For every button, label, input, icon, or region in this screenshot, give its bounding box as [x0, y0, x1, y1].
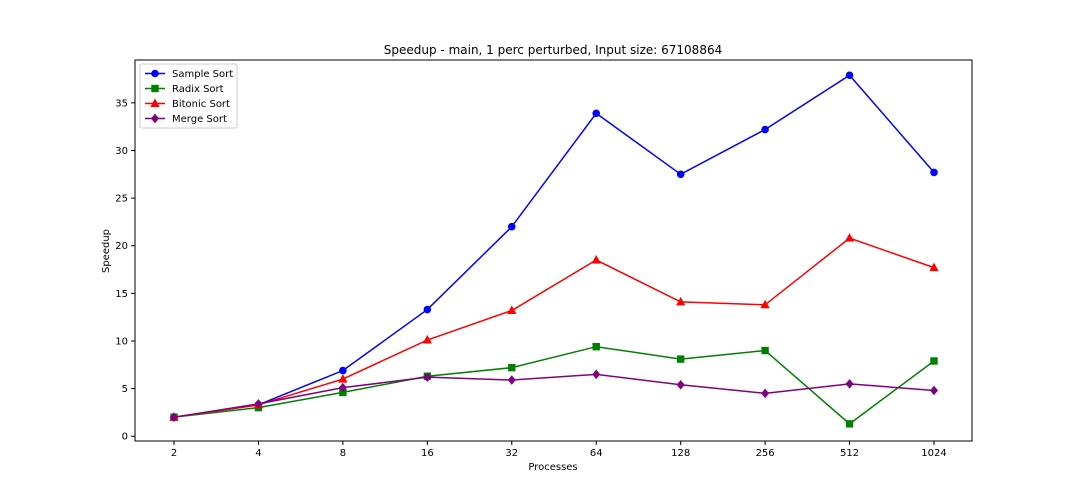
- data-point-merge-sort: [169, 412, 179, 422]
- data-point-bitonic-sort: [760, 299, 770, 309]
- x-tick-label-2: 2: [171, 448, 177, 459]
- data-point-bitonic-sort: [422, 334, 432, 344]
- y-tick-label-5: 5: [122, 384, 128, 395]
- data-point-merge-sort: [338, 382, 347, 393]
- x-tick-label-16: 16: [421, 448, 434, 459]
- data-point-radix-sort: [930, 357, 938, 365]
- legend-label: Bitonic Sort: [172, 99, 230, 110]
- data-point-merge-sort: [761, 388, 770, 399]
- y-tick-label-25: 25: [115, 194, 128, 205]
- legend-label: Merge Sort: [172, 114, 227, 125]
- x-tick-label-1024: 1024: [921, 448, 946, 459]
- series-line-radix-sort: [173, 345, 935, 425]
- legend-label: Sample Sort: [172, 69, 233, 80]
- y-tick-label-0: 0: [122, 432, 128, 443]
- data-point-bitonic-sort: [929, 262, 939, 272]
- legend-item-bitonic-sort: Bitonic Sort: [145, 98, 230, 110]
- series-line-merge-sort: [173, 373, 935, 418]
- data-point-sample-sort: [676, 170, 685, 179]
- y-tick-label-20: 20: [115, 241, 128, 252]
- data-point-bitonic-sort: [844, 233, 855, 242]
- data-point-sample-sort: [339, 366, 347, 375]
- series-layer: [169, 71, 939, 428]
- y-tick-label-10: 10: [115, 336, 128, 347]
- legend-marker: [151, 69, 159, 78]
- data-point-radix-sort: [845, 420, 854, 428]
- data-point-merge-sort: [254, 399, 263, 409]
- y-tick-label-35: 35: [115, 98, 128, 109]
- data-point-merge-sort: [592, 369, 601, 380]
- series-line-bitonic-sort: [173, 237, 935, 418]
- data-point-sample-sort: [592, 109, 601, 118]
- data-point-sample-sort: [845, 71, 854, 80]
- legend-item-sample-sort: Sample Sort: [145, 69, 233, 80]
- x-tick-label-512: 512: [840, 448, 859, 459]
- data-point-merge-sort: [676, 380, 685, 390]
- data-point-merge-sort: [845, 379, 854, 389]
- legend-marker: [150, 113, 160, 124]
- data-point-radix-sort: [508, 363, 516, 372]
- axes: 2 4 8 16 32 64 128 256 512 1024 0 5 10 15 20 25 30 35: [115, 98, 946, 459]
- x-axis-label: Processes: [528, 462, 577, 473]
- data-point-bitonic-sort: [676, 296, 686, 306]
- data-point-bitonic-sort: [507, 305, 517, 315]
- legend-label: Radix Sort: [172, 84, 224, 95]
- legend-item-merge-sort: Merge Sort: [145, 113, 227, 125]
- y-tick-label-30: 30: [115, 146, 128, 157]
- series-bitonic-sort: [169, 233, 939, 421]
- y-tick-label-15: 15: [115, 289, 128, 300]
- data-point-bitonic-sort: [591, 254, 601, 264]
- legend: Sample Sort Radix Sort Bitonic Sort Merge S…: [139, 63, 238, 129]
- x-tick-label-8: 8: [340, 448, 346, 459]
- legend-box: [139, 63, 238, 129]
- legend-marker: [151, 84, 159, 93]
- series-line-sample-sort: [173, 74, 935, 418]
- legend-item-radix-sort: Radix Sort: [145, 84, 224, 95]
- x-tick-label-128: 128: [671, 448, 690, 459]
- data-point-merge-sort: [423, 372, 432, 382]
- x-tick-label-4: 4: [255, 448, 261, 459]
- data-point-sample-sort: [930, 168, 938, 177]
- y-axis-label: Speedup: [101, 229, 112, 273]
- x-tick-label-256: 256: [756, 448, 775, 459]
- data-point-merge-sort: [507, 375, 516, 385]
- data-point-radix-sort: [761, 346, 769, 355]
- x-tick-label-32: 32: [505, 448, 518, 459]
- data-point-sample-sort: [423, 305, 432, 314]
- chart-title: Speedup - main, 1 perc perturbed, Input …: [384, 43, 722, 57]
- data-point-merge-sort: [929, 385, 939, 396]
- data-point-bitonic-sort: [338, 374, 348, 383]
- data-point-radix-sort: [676, 355, 685, 363]
- data-point-sample-sort: [507, 222, 516, 231]
- data-point-sample-sort: [761, 125, 769, 134]
- x-tick-label-64: 64: [590, 448, 603, 459]
- series-merge-sort: [169, 369, 939, 422]
- legend-marker: [150, 98, 160, 107]
- data-point-radix-sort: [592, 343, 600, 351]
